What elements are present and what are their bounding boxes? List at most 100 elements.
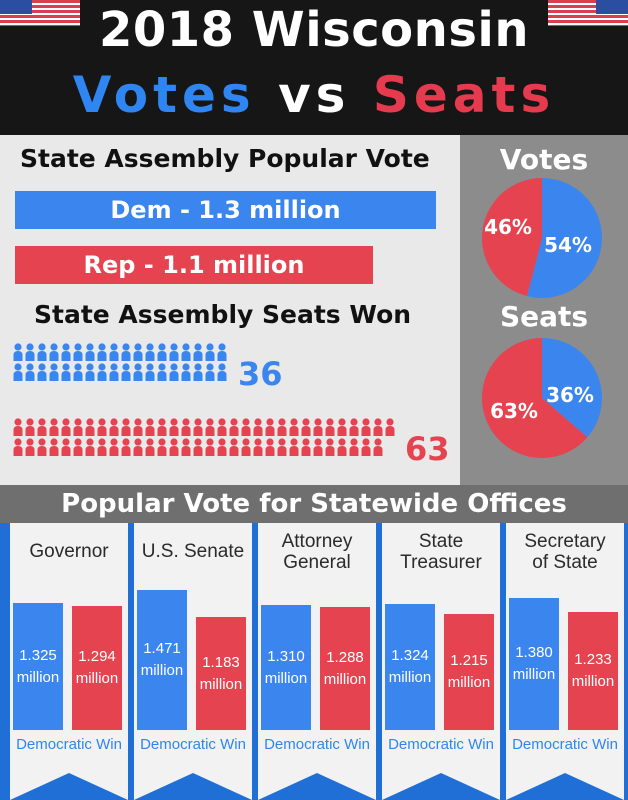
dem-seat-icon: [157, 363, 167, 381]
rep-seat-icon: [241, 418, 251, 436]
rep-pie-slice: [482, 338, 588, 458]
dem-office-bar: 1.380 million: [509, 598, 559, 730]
rep-seat-icon: [325, 438, 335, 456]
dem-seat-icon: [13, 343, 23, 361]
dem-seat-icon: [145, 363, 155, 381]
rep-seat-icon: [25, 418, 35, 436]
dem-office-bar: 1.471 million: [137, 590, 187, 730]
rep-seat-icon: [13, 418, 23, 436]
rep-seat-icon: [61, 438, 71, 456]
office-title: Secretary of State: [524, 531, 606, 573]
seats-word: Seats: [372, 66, 556, 124]
statewide-heading: Popular Vote for Statewide Offices: [0, 485, 628, 523]
office-title: State Treasurer: [400, 531, 482, 573]
rep-seat-icon: [373, 438, 383, 456]
rep-seat-icon: [217, 438, 227, 456]
page-title: 2018 Wisconsin: [98, 2, 530, 58]
dem-seat-icon: [193, 343, 203, 361]
rep-seat-icon: [265, 418, 275, 436]
rep-seat-icon: [289, 418, 299, 436]
dem-seat-icon: [97, 343, 107, 361]
seats-won-heading: State Assembly Seats Won: [34, 300, 412, 329]
vs-word: vs: [278, 66, 351, 124]
rep-seat-icon: [109, 418, 119, 436]
rep-seat-icon: [301, 418, 311, 436]
rep-seat-icon: [133, 438, 143, 456]
office-banner: Attorney General 1.310 million 1.288 million D…: [258, 523, 376, 800]
rep-seat-icon: [325, 418, 335, 436]
dem-seat-icon: [25, 363, 35, 381]
rep-office-bar: 1.215 million: [444, 614, 494, 730]
dem-seat-icon: [73, 363, 83, 381]
dem-seat-icon: [73, 343, 83, 361]
rep-seat-icon: [313, 418, 323, 436]
rep-seat-icon: [229, 418, 239, 436]
dem-office-bar: 1.325 million: [13, 603, 63, 730]
office-banner: Governor 1.325 million 1.294 million Democrat…: [10, 523, 128, 800]
rep-seat-icon: [61, 418, 71, 436]
dem-seat-icon: [49, 363, 59, 381]
rep-seat-icon: [181, 438, 191, 456]
office-title: Attorney General: [281, 531, 353, 573]
dem-seat-icon: [49, 343, 59, 361]
rep-seat-icon: [109, 438, 119, 456]
rep-seat-icon: [373, 418, 383, 436]
rep-seat-icon: [205, 418, 215, 436]
winner-label: Democratic Win: [140, 736, 246, 753]
winner-label: Democratic Win: [264, 736, 370, 753]
dem-seat-icon: [133, 363, 143, 381]
rep-office-bar: 1.233 million: [568, 612, 618, 730]
rep-seat-icon: [37, 438, 47, 456]
rep-office-bar: 1.288 million: [320, 607, 370, 730]
rep-office-bar: 1.294 million: [72, 606, 122, 730]
dem-seat-icon: [109, 343, 119, 361]
us-flag-icon: [548, 0, 628, 26]
rep-seat-icon: [157, 438, 167, 456]
rep-seat-icon: [241, 438, 251, 456]
rep-seat-icon: [157, 418, 167, 436]
dem-seat-icon: [217, 363, 227, 381]
dem-seat-icon: [205, 343, 215, 361]
rep-seat-icon: [337, 438, 347, 456]
rep-seat-icon: [49, 438, 59, 456]
rep-seat-icon: [121, 438, 131, 456]
votes-word: Votes: [72, 66, 256, 124]
dem-seat-icon: [61, 343, 71, 361]
rep-seat-icon: [361, 418, 371, 436]
rep-seat-icon: [25, 438, 35, 456]
dem-seat-icon: [25, 343, 35, 361]
rep-seat-icon: [145, 418, 155, 436]
rep-seat-icon: [85, 438, 95, 456]
seats-pie-chart: 36% 63%: [482, 338, 602, 458]
dem-seat-icon: [169, 363, 179, 381]
dem-seat-icon: [97, 363, 107, 381]
votes-pie-chart: 54% 46%: [482, 178, 602, 298]
rep-seat-icon: [349, 438, 359, 456]
rep-seat-icon: [277, 418, 287, 436]
dem-seat-icon: [109, 363, 119, 381]
dem-seat-icon: [37, 343, 47, 361]
rep-seat-icon: [289, 438, 299, 456]
rep-seat-count: 63: [405, 430, 450, 468]
page-subtitle: Votes vs Seats: [0, 66, 628, 124]
rep-seat-icon: [301, 438, 311, 456]
rep-vote-bar: Rep - 1.1 million: [15, 246, 373, 284]
rep-pie-label: 46%: [484, 215, 532, 239]
rep-seat-icon: [13, 438, 23, 456]
rep-seat-icon: [169, 418, 179, 436]
dem-seat-icon: [85, 363, 95, 381]
dem-seat-icon: [205, 363, 215, 381]
rep-seat-icon: [313, 438, 323, 456]
rep-seat-icon: [349, 418, 359, 436]
rep-seat-icon: [205, 438, 215, 456]
dem-seat-icon: [85, 343, 95, 361]
rep-seat-icon: [181, 418, 191, 436]
rep-pie-slice: [482, 178, 542, 297]
popular-vote-heading: State Assembly Popular Vote: [20, 144, 430, 173]
rep-seat-icon: [277, 438, 287, 456]
rep-seat-icon: [193, 438, 203, 456]
dem-seat-icon: [169, 343, 179, 361]
dem-vote-bar: Dem - 1.3 million: [15, 191, 436, 229]
office-title: U.S. Senate: [141, 541, 245, 562]
dem-seat-icon: [145, 343, 155, 361]
